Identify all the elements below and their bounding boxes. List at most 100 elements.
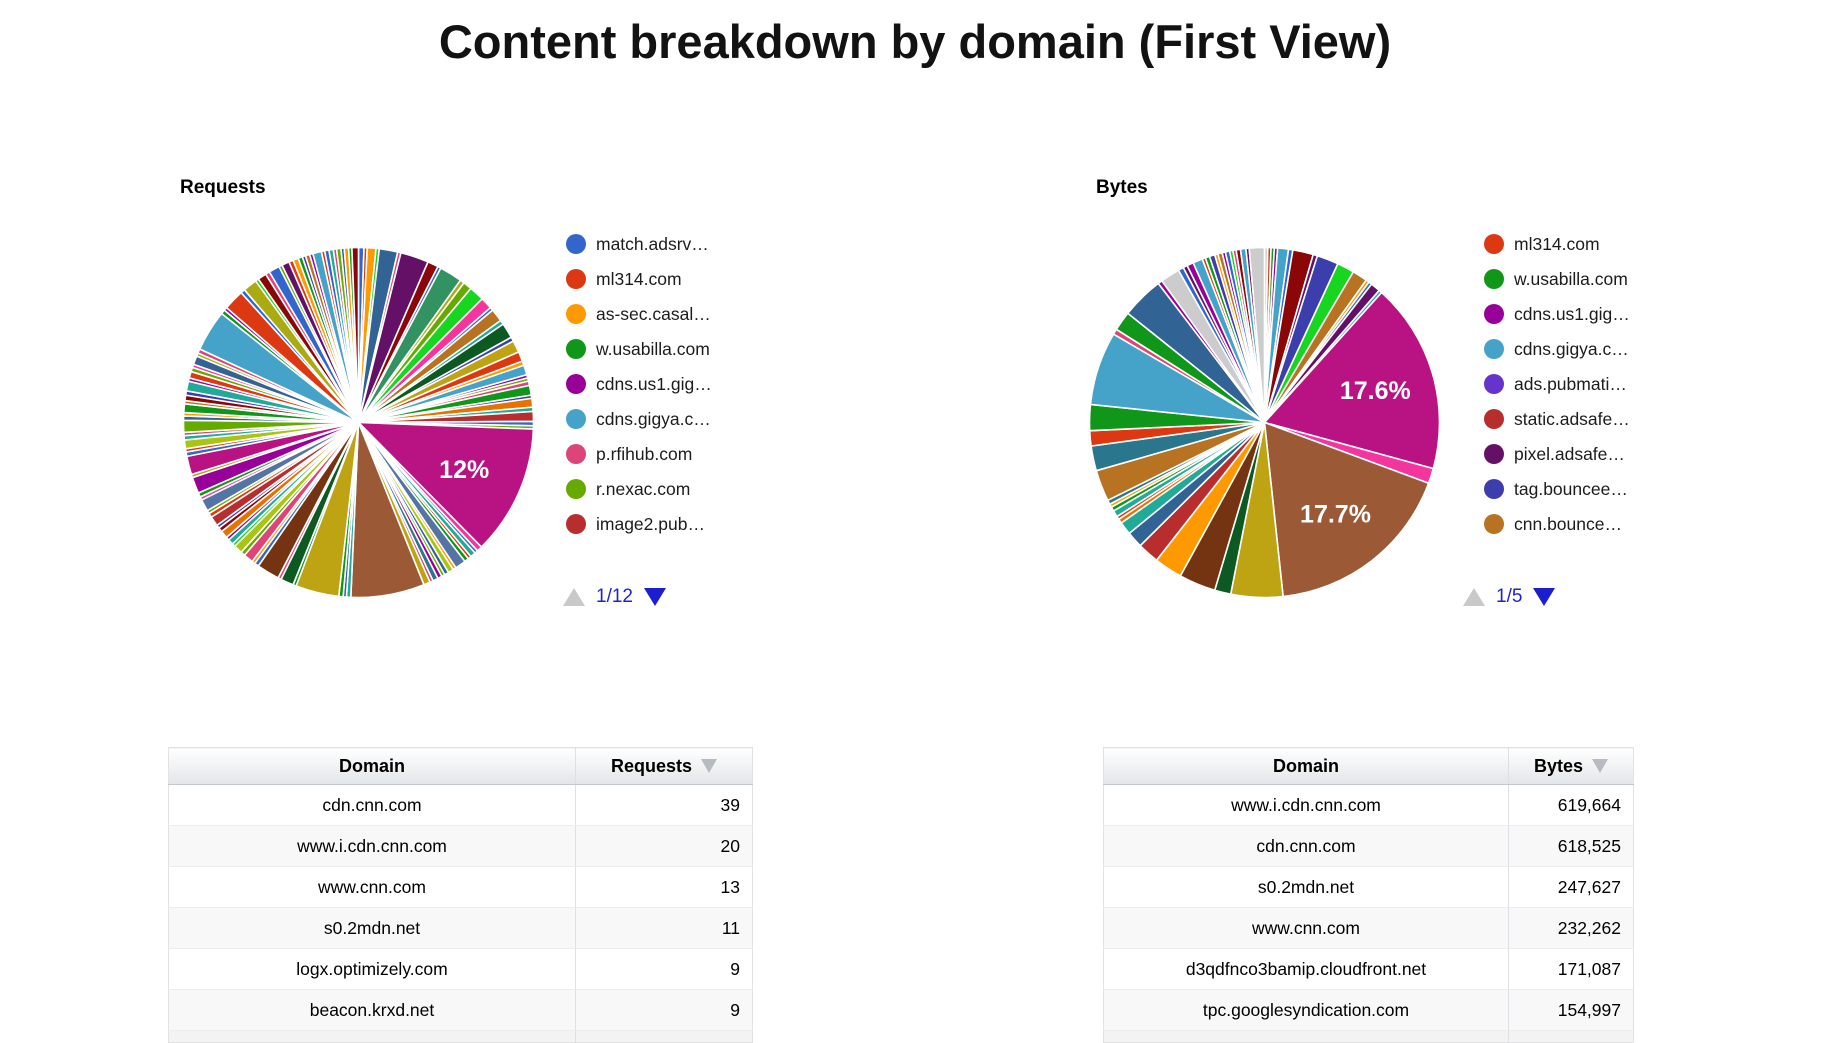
requests-section-label: Requests (180, 177, 266, 198)
pie-percent-label: 17.7% (1300, 501, 1371, 529)
sort-desc-icon (1592, 759, 1609, 773)
table-row[interactable]: www.cnn.com 232,262 (1103, 907, 1634, 949)
legend-label: w.usabilla.com (1514, 268, 1628, 289)
legend-label: ads.pubmati… (1514, 373, 1627, 394)
legend-label: cdns.us1.gig… (1514, 303, 1630, 324)
domain-cell: www.cnn.com (1103, 907, 1509, 949)
value-cell: 232,262 (1508, 907, 1634, 949)
value-cell: 13 (575, 866, 753, 908)
legend-swatch-icon (1484, 304, 1504, 324)
domain-cell: s0.2mdn.net (1103, 866, 1509, 908)
domain-cell: www.i.cdn.cnn.com (168, 825, 576, 867)
bytes-pie-chart[interactable]: 17.6% 17.7% (1087, 245, 1442, 600)
table-row[interactable]: tpc.googlesyndication.com 154,997 (1103, 989, 1634, 1031)
legend-item: cnn.bounce… (1484, 514, 1630, 534)
pie-slice[interactable] (351, 246, 360, 423)
pie-slice[interactable] (1248, 246, 1266, 423)
legend-swatch-icon (1484, 339, 1504, 359)
table-row[interactable]: www.cnn.com 13 (168, 866, 753, 908)
legend-item: cdns.us1.gig… (566, 374, 712, 394)
domain-column-header[interactable]: Domain (168, 747, 576, 785)
legend-swatch-icon (566, 234, 586, 254)
legend-swatch-icon (566, 444, 586, 464)
legend-swatch-icon (1484, 409, 1504, 429)
value-cell: 171,087 (1508, 948, 1634, 990)
legend-label: cdns.us1.gig… (596, 373, 712, 394)
requests-pie-chart[interactable]: 12% (181, 245, 536, 600)
legend-item: cdns.gigya.c… (566, 409, 712, 429)
domain-cell: logx.optimizely.com (168, 948, 576, 990)
table-row-partial[interactable] (168, 1030, 753, 1043)
pie-slice[interactable] (356, 421, 535, 549)
table-row[interactable]: s0.2mdn.net 11 (168, 907, 753, 949)
table-row[interactable]: d3qdfnco3bamip.cloudfront.net 171,087 (1103, 948, 1634, 990)
table-row[interactable]: www.i.cdn.cnn.com 619,664 (1103, 784, 1634, 826)
legend-item: cdns.us1.gig… (1484, 304, 1630, 324)
domain-cell: cdn.cnn.com (168, 784, 576, 826)
legend-label: image2.pub… (596, 513, 705, 534)
pie-percent-label: 17.6% (1340, 377, 1411, 405)
domain-cell: www.cnn.com (168, 866, 576, 908)
table-row-partial[interactable] (1103, 1030, 1634, 1043)
table-row[interactable]: cdn.cnn.com 39 (168, 784, 753, 826)
legend-swatch-icon (1484, 234, 1504, 254)
pager-prev-icon[interactable] (1463, 588, 1485, 606)
bytes-column-header[interactable]: Bytes (1508, 747, 1634, 785)
value-cell: 20 (575, 825, 753, 867)
table-row[interactable]: www.i.cdn.cnn.com 20 (168, 825, 753, 867)
pager-prev-icon[interactable] (563, 588, 585, 606)
pager-next-icon[interactable] (643, 588, 666, 606)
legend-item: w.usabilla.com (1484, 269, 1630, 289)
pager-next-icon[interactable] (1533, 588, 1556, 606)
legend-swatch-icon (1484, 444, 1504, 464)
column-header-label: Requests (610, 755, 693, 776)
bytes-legend: ml314.com w.usabilla.com cdns.us1.gig… cdns… (1484, 234, 1630, 549)
domain-cell: beacon.krxd.net (168, 989, 576, 1031)
legend-item: r.nexac.com (566, 479, 712, 499)
legend-label: tag.bouncee… (1514, 478, 1628, 499)
bytes-section-label: Bytes (1096, 177, 1148, 198)
requests-column-header[interactable]: Requests (575, 747, 753, 785)
pie-percent-label: 12% (439, 456, 489, 484)
table-row[interactable]: beacon.krxd.net 9 (168, 989, 753, 1031)
domain-column-header[interactable]: Domain (1103, 747, 1509, 785)
pie-slice[interactable] (1263, 421, 1430, 598)
legend-label: static.adsafe… (1514, 408, 1630, 429)
domain-cell: s0.2mdn.net (168, 907, 576, 949)
legend-swatch-icon (1484, 269, 1504, 289)
legend-swatch-icon (566, 269, 586, 289)
requests-table: Domain Requests cdn.cnn.com 39 www.i.cdn.c… (168, 747, 753, 1043)
requests-legend: match.adsrv… ml314.com as-sec.casal… w.usab… (566, 234, 712, 549)
value-cell: 154,997 (1508, 989, 1634, 1031)
table-row[interactable]: s0.2mdn.net 247,627 (1103, 866, 1634, 908)
empty-cell (1103, 1030, 1509, 1043)
domain-cell: www.i.cdn.cnn.com (1103, 784, 1509, 826)
legend-swatch-icon (1484, 374, 1504, 394)
table-row[interactable]: cdn.cnn.com 618,525 (1103, 825, 1634, 867)
legend-swatch-icon (1484, 514, 1504, 534)
legend-label: p.rfihub.com (596, 443, 693, 464)
legend-item: ads.pubmati… (1484, 374, 1630, 394)
legend-swatch-icon (566, 304, 586, 324)
legend-item: static.adsafe… (1484, 409, 1630, 429)
legend-item: ml314.com (566, 269, 712, 289)
legend-item: match.adsrv… (566, 234, 712, 254)
empty-cell (168, 1030, 576, 1043)
legend-swatch-icon (566, 339, 586, 359)
bytes-table: Domain Bytes www.i.cdn.cnn.com 619,664 cdn… (1103, 747, 1634, 1043)
page-title: Content breakdown by domain (First View) (438, 15, 1392, 68)
pie-slice[interactable] (1263, 291, 1441, 470)
legend-item: cdns.gigya.c… (1484, 339, 1630, 359)
legend-swatch-icon (566, 409, 586, 429)
value-cell: 11 (575, 907, 753, 949)
legend-label: ml314.com (1514, 233, 1600, 254)
column-header-label: Bytes (1533, 755, 1584, 776)
domain-cell: cdn.cnn.com (1103, 825, 1509, 867)
legend-label: r.nexac.com (596, 478, 691, 499)
table-row[interactable]: logx.optimizely.com 9 (168, 948, 753, 990)
domain-cell: d3qdfnco3bamip.cloudfront.net (1103, 948, 1509, 990)
legend-label: pixel.adsafe… (1514, 443, 1625, 464)
pager-label: 1/12 (596, 586, 633, 607)
legend-swatch-icon (566, 514, 586, 534)
